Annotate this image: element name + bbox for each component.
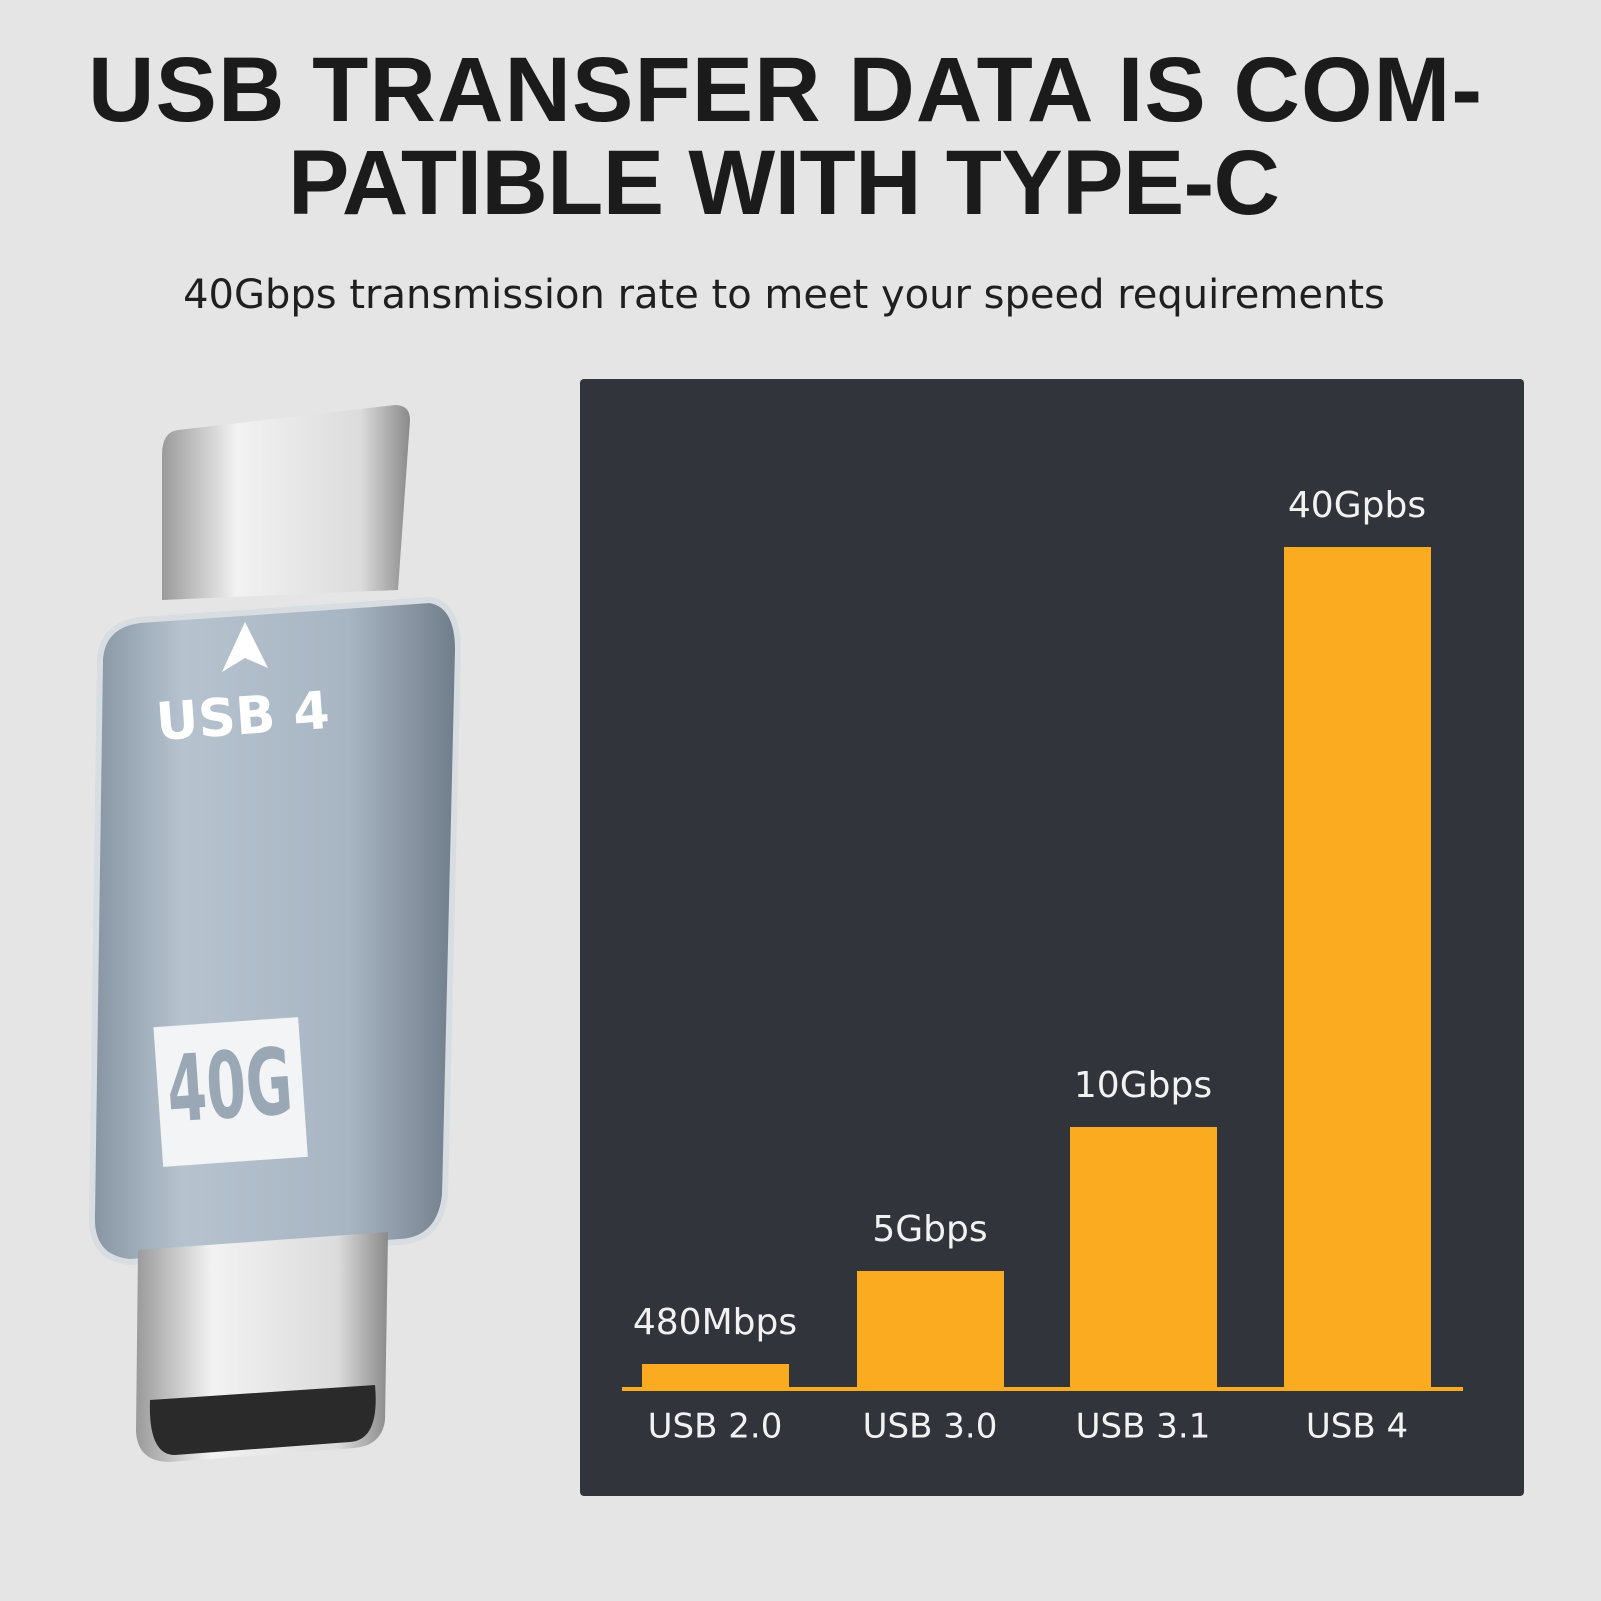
title-line: PATIBLE WITH TYPE-C <box>288 132 1280 234</box>
bar <box>642 1364 789 1388</box>
arrow-icon <box>222 622 268 672</box>
subtitle: 40Gbps transmission rate to meet your sp… <box>183 272 1385 318</box>
bar <box>857 1271 1004 1388</box>
speed-badge: 40G <box>164 1028 296 1143</box>
speed-label: 10Gbps <box>1074 1065 1212 1106</box>
adapter: USB 4 40G <box>88 405 462 1462</box>
category-label: USB 2.0 <box>648 1407 783 1447</box>
bar <box>1284 547 1431 1388</box>
category-label: USB 3.1 <box>1076 1407 1211 1447</box>
speed-label: 480Mbps <box>633 1302 797 1343</box>
speed-label: 5Gbps <box>872 1209 987 1250</box>
port-opening <box>149 1385 376 1455</box>
category-label: USB 3.0 <box>863 1407 998 1447</box>
speed-label: 40Gpbs <box>1288 485 1426 526</box>
title-line: USB TRANSFER DATA IS COM- <box>88 39 1482 141</box>
bars <box>622 547 1463 1391</box>
bar <box>1070 1127 1217 1388</box>
top-connector <box>162 405 410 600</box>
bar-labels: 480Mbps USB 2.0 5Gbps USB 3.0 10Gbps USB 3.1 4… <box>633 485 1426 1447</box>
port-label: USB 4 <box>154 681 331 753</box>
badge-box <box>153 1017 308 1167</box>
category-label: USB 4 <box>1306 1407 1408 1447</box>
